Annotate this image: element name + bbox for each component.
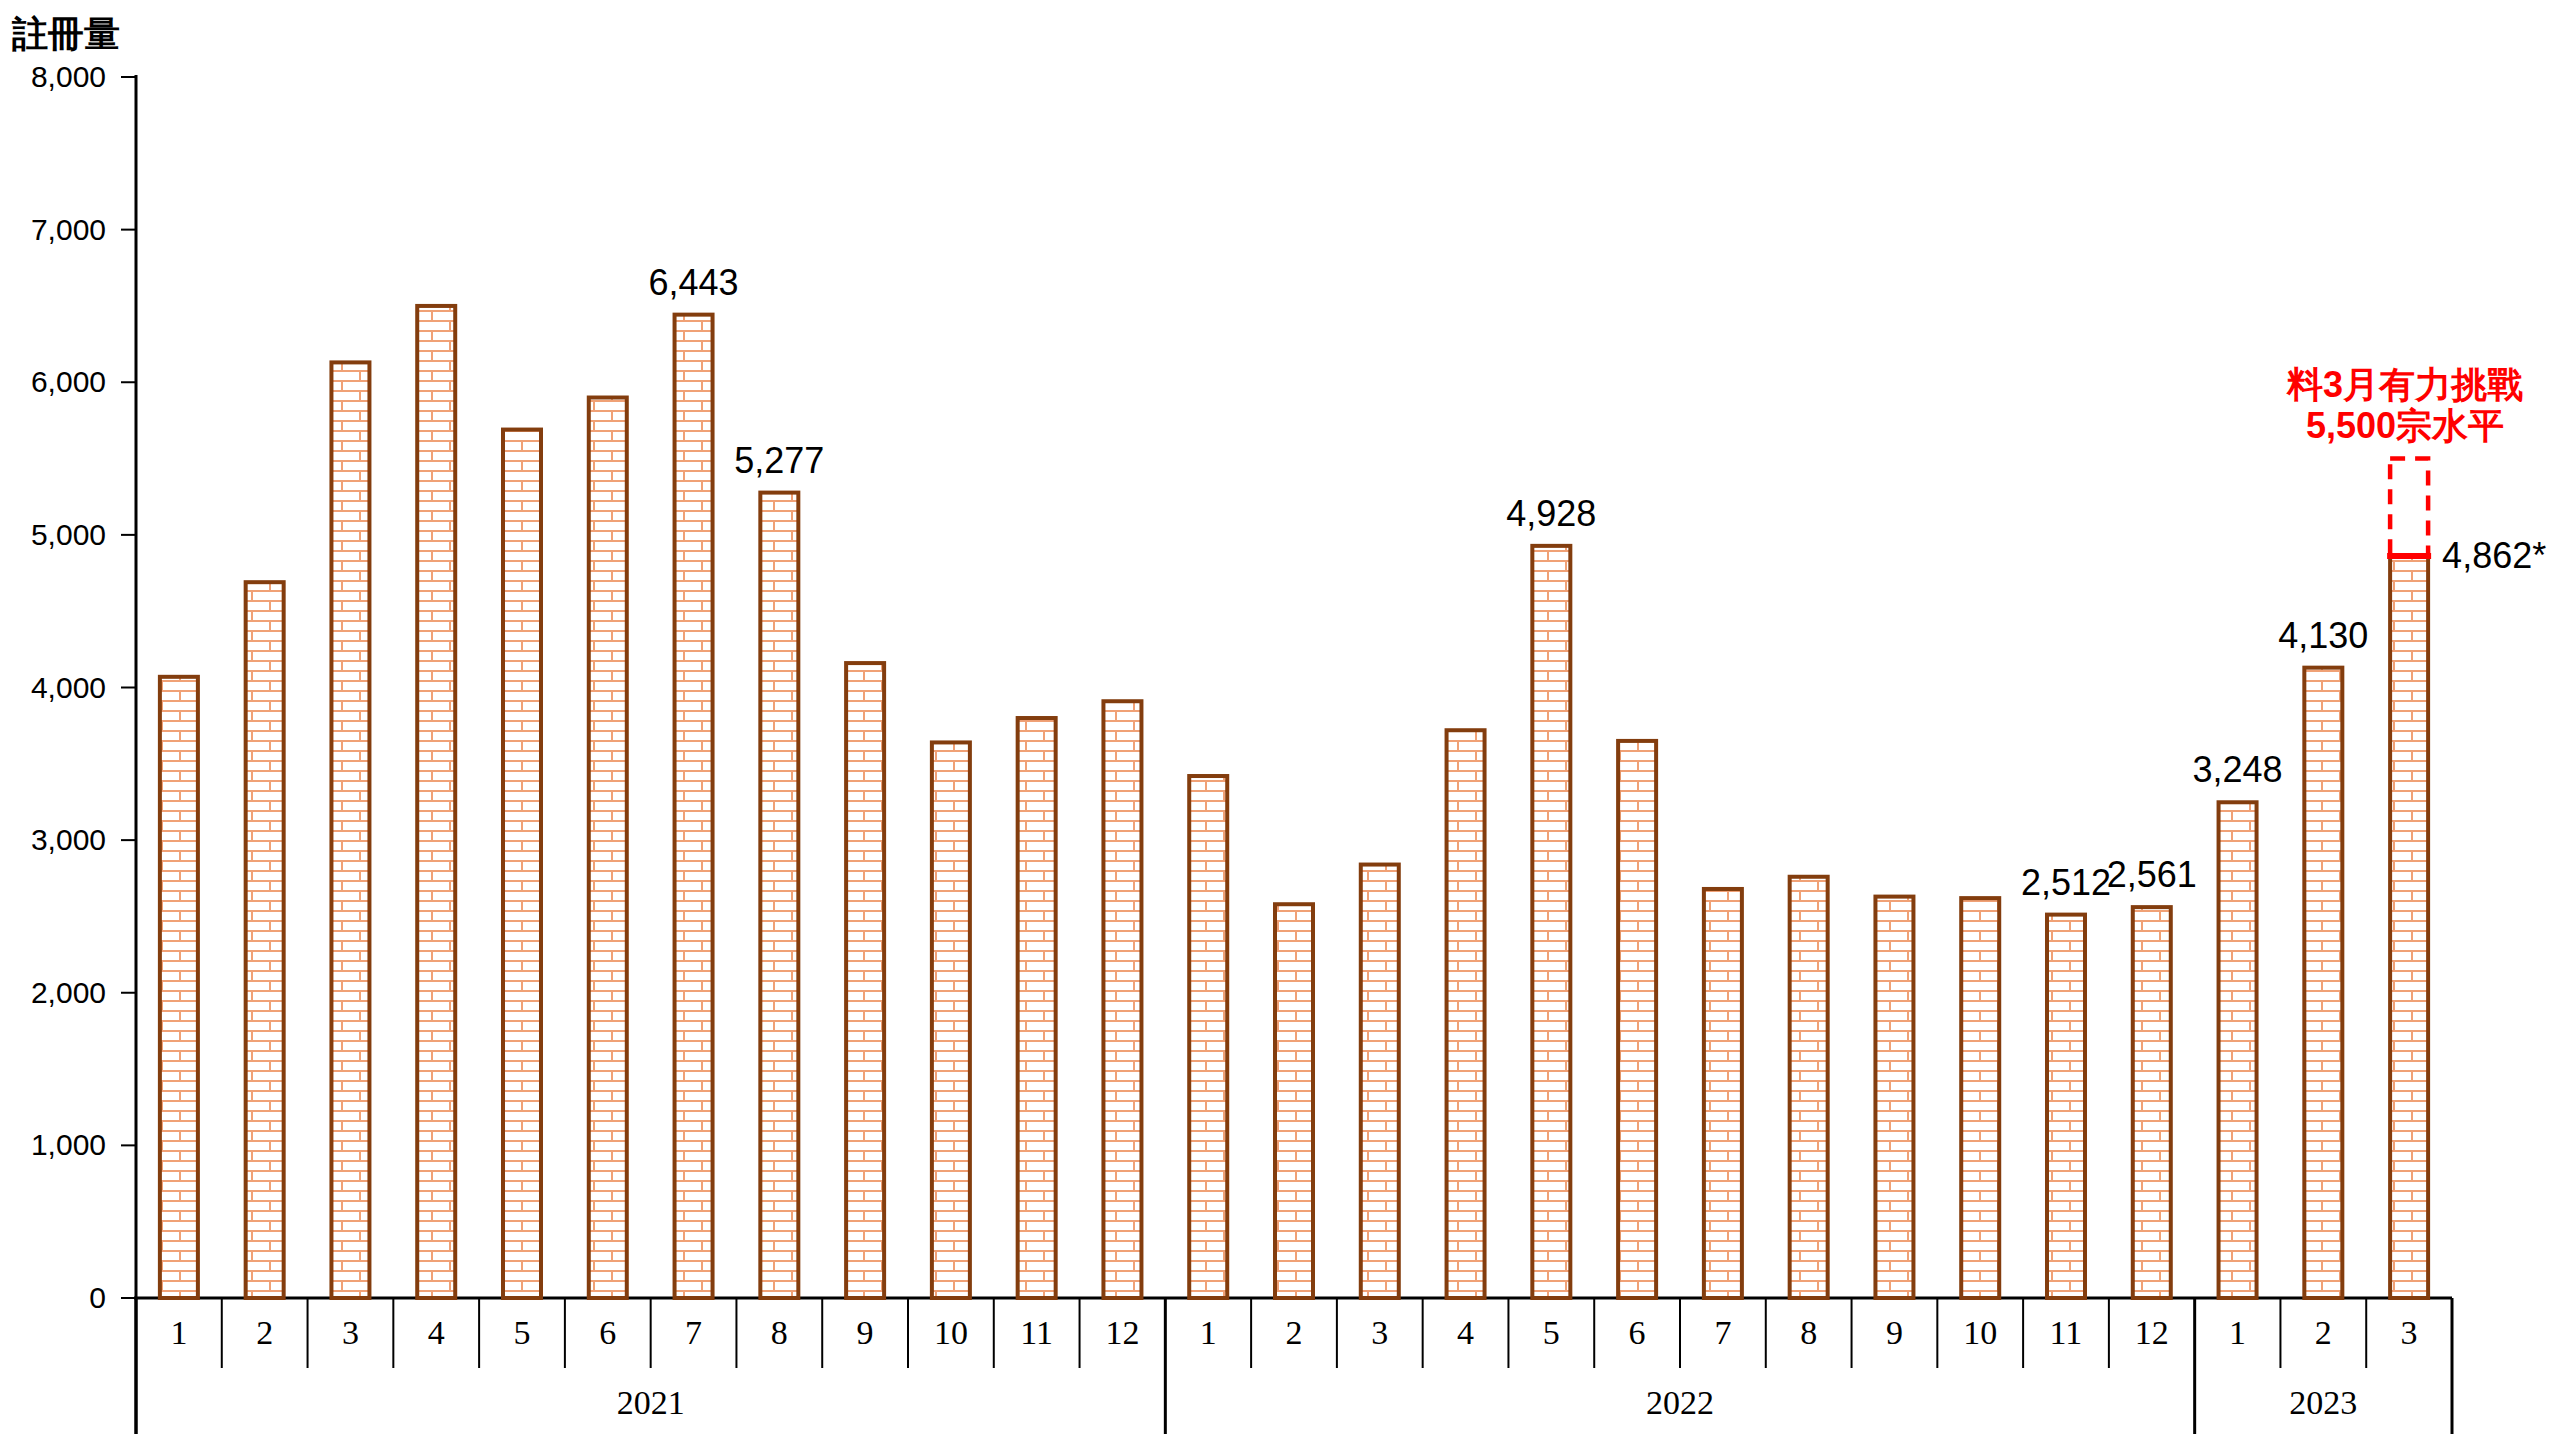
bar-2021-4 [417, 306, 455, 1298]
bar-2022-5 [1532, 546, 1570, 1298]
bar-2022-9 [1875, 897, 1913, 1298]
month-label-2023-2: 2 [2280, 1302, 2366, 1364]
bar-2023-3 [2390, 556, 2428, 1298]
data-label-2022-12: 2,561 [2107, 854, 2197, 896]
bar-2021-3 [331, 362, 369, 1298]
bar-2021-10 [932, 742, 970, 1298]
bar-2021-11 [1018, 718, 1056, 1298]
data-label-2023-2: 4,130 [2278, 615, 2368, 657]
month-label-2021-3: 3 [308, 1302, 394, 1364]
month-label-2022-4: 4 [1423, 1302, 1509, 1364]
bar-2023-1 [2219, 802, 2257, 1298]
y-tick-label-1,000: 1,000 [0, 1127, 106, 1163]
data-label-2022-11: 2,512 [2021, 862, 2111, 904]
bar-2021-5 [503, 430, 541, 1298]
plot-area [0, 0, 2560, 1440]
month-label-2022-11: 11 [2023, 1302, 2109, 1364]
month-label-2022-12: 12 [2109, 1302, 2195, 1364]
month-label-2022-2: 2 [1251, 1302, 1337, 1364]
bar-2022-10 [1961, 898, 1999, 1298]
month-label-2022-3: 3 [1337, 1302, 1423, 1364]
projection-annotation: 料3月有力挑戰 5,500宗水平 [2287, 364, 2523, 446]
y-tick-label-0: 0 [0, 1280, 106, 1316]
bar-2022-12 [2133, 907, 2171, 1298]
y-tick-label-2,000: 2,000 [0, 975, 106, 1011]
bar-2022-4 [1447, 730, 1485, 1298]
month-label-2022-8: 8 [1766, 1302, 1852, 1364]
year-label-2023: 2023 [2195, 1374, 2452, 1432]
y-tick-label-5,000: 5,000 [0, 517, 106, 553]
data-label-2023-1: 3,248 [2193, 749, 2283, 791]
bar-2022-11 [2047, 915, 2085, 1298]
bar-2021-7 [675, 315, 713, 1298]
y-tick-label-3,000: 3,000 [0, 822, 106, 858]
bar-2022-7 [1704, 889, 1742, 1298]
bar-2023-2 [2304, 668, 2342, 1298]
bar-2022-2 [1275, 904, 1313, 1298]
month-label-2021-4: 4 [393, 1302, 479, 1364]
projection-dashed-box [2390, 459, 2428, 556]
bar-2021-1 [160, 677, 198, 1298]
y-tick-label-6,000: 6,000 [0, 364, 106, 400]
bar-2022-6 [1618, 741, 1656, 1298]
month-label-2021-6: 6 [565, 1302, 651, 1364]
month-label-2022-6: 6 [1594, 1302, 1680, 1364]
month-label-2021-1: 1 [136, 1302, 222, 1364]
bar-2022-3 [1361, 865, 1399, 1298]
y-tick-label-8,000: 8,000 [0, 59, 106, 95]
month-label-2022-10: 10 [1937, 1302, 2023, 1364]
month-label-2023-3: 3 [2366, 1302, 2452, 1364]
data-label-2021-7: 6,443 [649, 262, 739, 304]
projection-annotation-line1: 料3月有力挑戰 [2287, 364, 2523, 405]
bar-2021-12 [1103, 701, 1141, 1298]
bar-2021-8 [760, 493, 798, 1298]
month-label-2021-7: 7 [651, 1302, 737, 1364]
month-label-2021-10: 10 [908, 1302, 994, 1364]
bar-2021-9 [846, 663, 884, 1298]
projection-annotation-line2: 5,500宗水平 [2287, 405, 2523, 446]
month-label-2022-7: 7 [1680, 1302, 1766, 1364]
bar-2022-8 [1790, 877, 1828, 1298]
month-label-2021-9: 9 [822, 1302, 908, 1364]
data-label-2022-5: 4,928 [1506, 493, 1596, 535]
year-label-2022: 2022 [1165, 1374, 2194, 1432]
month-label-2022-5: 5 [1508, 1302, 1594, 1364]
year-label-2021: 2021 [136, 1374, 1165, 1432]
month-label-2023-1: 1 [2195, 1302, 2281, 1364]
y-tick-label-4,000: 4,000 [0, 670, 106, 706]
month-label-2021-2: 2 [222, 1302, 308, 1364]
month-label-2021-12: 12 [1080, 1302, 1166, 1364]
month-label-2022-1: 1 [1165, 1302, 1251, 1364]
registration-bar-chart: 註冊量 料3月有力挑戰 5,500宗水平 01,0002,0003,0004,0… [0, 0, 2560, 1440]
month-label-2021-8: 8 [736, 1302, 822, 1364]
month-label-2021-5: 5 [479, 1302, 565, 1364]
month-label-2022-9: 9 [1852, 1302, 1938, 1364]
bar-2021-2 [246, 582, 284, 1298]
month-label-2021-11: 11 [994, 1302, 1080, 1364]
data-label-2023-3: 4,862* [2442, 535, 2546, 577]
bar-2021-6 [589, 398, 627, 1298]
y-tick-label-7,000: 7,000 [0, 212, 106, 248]
bar-2022-1 [1189, 776, 1227, 1298]
data-label-2021-8: 5,277 [734, 440, 824, 482]
